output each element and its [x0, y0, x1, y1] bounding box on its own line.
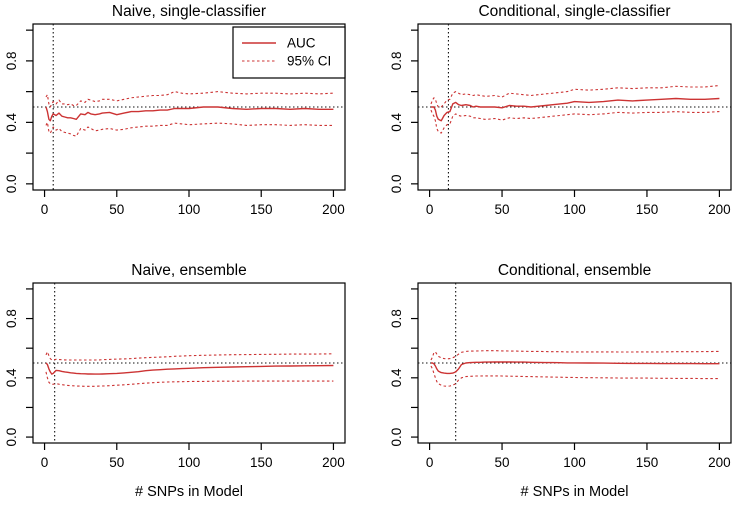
panel-title-conditional-single: Conditional, single-classifier [478, 3, 670, 20]
x-tick-label: 100 [563, 455, 586, 470]
panel-title-conditional-ensemble: Conditional, ensemble [498, 262, 651, 279]
x-tick-label: 100 [563, 202, 586, 217]
x-tick-label: 200 [708, 455, 731, 470]
panel-title-naive-single: Naive, single-classifier [112, 3, 266, 20]
x-tick-label: 150 [250, 202, 273, 217]
auc-line [431, 361, 720, 375]
x-tick-label: 200 [322, 202, 345, 217]
y-tick-label: 0.8 [389, 309, 404, 328]
x-tick-label: 0 [426, 455, 434, 470]
x-tick-label: 150 [250, 455, 273, 470]
ci-line [430, 350, 720, 361]
x-tick-label: 50 [109, 455, 124, 470]
x-tick-label: 100 [178, 202, 201, 217]
x-tick-label: 200 [322, 455, 345, 470]
x-tick-label: 0 [41, 455, 49, 470]
y-tick-label: 0.8 [389, 51, 404, 70]
x-tick-label: 150 [636, 455, 659, 470]
auc-line [45, 106, 334, 122]
y-tick-label: 0.0 [4, 174, 19, 193]
legend-box [232, 26, 346, 79]
legend-item-label: AUC [287, 36, 316, 51]
panel-title-naive-ensemble: Naive, ensemble [131, 262, 246, 279]
y-tick-label: 0.0 [389, 174, 404, 193]
ci-line [430, 109, 720, 134]
legend-item-label: 95% CI [287, 54, 331, 69]
x-tick-label: 0 [41, 202, 49, 217]
ci-line [45, 371, 334, 387]
ci-line [45, 91, 334, 108]
y-tick-label: 0.0 [4, 428, 19, 447]
x-tick-label: 150 [636, 202, 659, 217]
y-tick-label: 0.8 [4, 51, 19, 70]
auc-line [45, 362, 334, 375]
x-axis-label-right: # SNPs in Model [521, 484, 629, 500]
y-tick-label: 0.4 [389, 113, 404, 132]
x-tick-label: 50 [495, 455, 510, 470]
x-tick-label: 100 [178, 455, 201, 470]
ci-line [45, 351, 334, 361]
y-tick-label: 0.4 [389, 368, 404, 387]
x-tick-label: 50 [495, 202, 510, 217]
y-tick-label: 0.8 [4, 309, 19, 328]
x-axis-label-left: # SNPs in Model [135, 484, 243, 500]
x-tick-label: 50 [109, 202, 124, 217]
x-tick-label: 0 [426, 202, 434, 217]
y-tick-label: 0.4 [4, 368, 19, 387]
auc-line [431, 97, 720, 122]
x-tick-label: 200 [708, 202, 731, 217]
ci-line [430, 365, 720, 387]
y-tick-label: 0.0 [389, 428, 404, 447]
y-tick-label: 0.4 [4, 113, 19, 132]
